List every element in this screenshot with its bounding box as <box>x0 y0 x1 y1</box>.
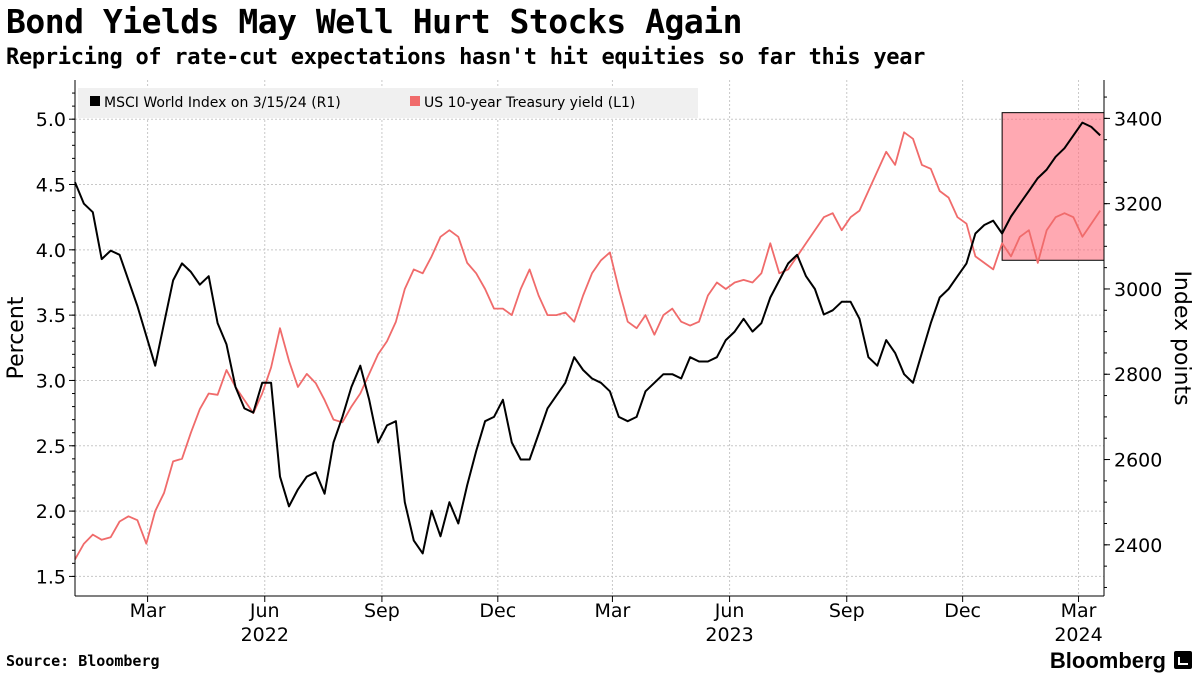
y-axis-label-right: Index points <box>1169 270 1194 405</box>
y-tick-label-left: 1.5 <box>36 566 66 588</box>
series-line-msci-world <box>74 121 1101 555</box>
highlight-box <box>1001 112 1105 261</box>
y-tick-label-right: 3000 <box>1114 279 1162 301</box>
series-lines <box>74 121 1101 560</box>
bloomberg-terminal-icon <box>1174 651 1192 669</box>
x-tick-label: Mar <box>594 600 630 622</box>
legend-swatch-msci <box>90 96 100 106</box>
series-line-us-10y-yield <box>74 131 1101 560</box>
x-tick-label: Sep <box>829 600 865 622</box>
legend-background <box>78 88 698 118</box>
x-year-label: 2024 <box>1054 624 1102 646</box>
legend-label-msci: MSCI World Index on 3/15/24 (R1) <box>104 95 341 111</box>
axes: 1.5 2.0 2.5 3.0 3.5 4.0 4.5 5.0 2400 2600 2800 3000… <box>36 80 1162 646</box>
chart-subtitle: Repricing of rate-cut expectations hasn'… <box>6 45 926 70</box>
legend-label-treasury: US 10-year Treasury yield (L1) <box>424 95 635 111</box>
y-tick-label-left: 3.5 <box>36 305 66 327</box>
y-tick-label-right: 3200 <box>1114 194 1162 216</box>
y-tick-label-left: 3.0 <box>36 370 66 392</box>
x-tick-label: Jun <box>249 600 280 622</box>
y-tick-label-right: 2800 <box>1114 364 1162 386</box>
x-tick-label: Dec <box>479 600 516 622</box>
y-tick-label-left: 4.5 <box>36 175 66 197</box>
x-year-label: 2022 <box>241 624 289 646</box>
gridlines <box>75 80 1104 596</box>
legend: MSCI World Index on 3/15/24 (R1) US 10-y… <box>78 88 698 118</box>
x-tick-label: Jun <box>714 600 745 622</box>
y-tick-label-right: 2400 <box>1114 535 1162 557</box>
x-tick-label: Mar <box>130 600 166 622</box>
x-tick-label: Sep <box>364 600 400 622</box>
y-tick-label-left: 2.5 <box>36 436 66 458</box>
legend-swatch-treasury <box>410 96 420 106</box>
x-year-label: 2023 <box>705 624 753 646</box>
x-tick-label: Dec <box>944 600 981 622</box>
x-tick-label: Mar <box>1061 600 1097 622</box>
bloomberg-logo: Bloomberg <box>1049 648 1166 673</box>
y-tick-label-right: 2600 <box>1114 450 1162 472</box>
source-note: Source: Bloomberg <box>6 652 160 670</box>
plot-background <box>75 80 1104 596</box>
y-tick-label-right: 3400 <box>1114 108 1162 130</box>
chart-title: Bond Yields May Well Hurt Stocks Again <box>6 2 742 41</box>
y-tick-label-left: 5.0 <box>36 109 66 131</box>
y-axis-label-left: Percent <box>4 296 29 379</box>
y-tick-label-left: 4.0 <box>36 240 66 262</box>
chart: 1.5 2.0 2.5 3.0 3.5 4.0 4.5 5.0 2400 2600 2800 3000… <box>4 80 1194 646</box>
y-tick-label-left: 2.0 <box>36 501 66 523</box>
